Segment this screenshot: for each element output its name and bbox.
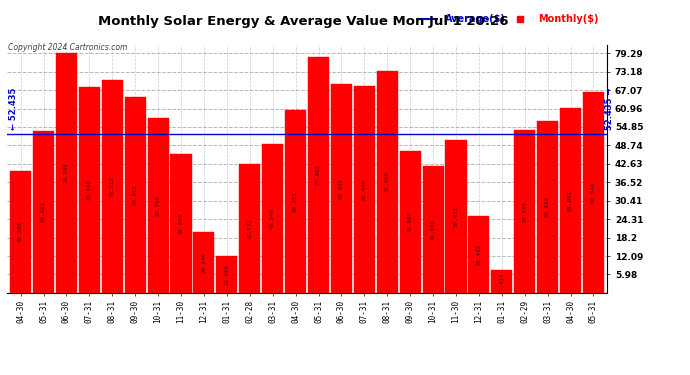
Text: 64.812: 64.812 bbox=[132, 184, 138, 205]
Text: 7.415: 7.415 bbox=[500, 273, 504, 290]
Text: 69.045: 69.045 bbox=[339, 178, 344, 199]
Text: 49.349: 49.349 bbox=[270, 207, 275, 228]
Bar bbox=[514, 130, 535, 292]
Bar bbox=[79, 87, 100, 292]
Bar bbox=[422, 166, 444, 292]
Bar bbox=[446, 140, 466, 292]
Bar bbox=[148, 118, 168, 292]
Bar bbox=[125, 97, 146, 292]
Bar bbox=[560, 108, 581, 292]
Text: 53.622: 53.622 bbox=[41, 201, 46, 222]
Text: 52.435 →: 52.435 → bbox=[605, 87, 614, 130]
Bar bbox=[285, 110, 306, 292]
Text: Monthly Solar Energy & Average Value Mon Jul 1 20:26: Monthly Solar Energy & Average Value Mon… bbox=[99, 15, 509, 28]
Text: 41.938: 41.938 bbox=[431, 219, 435, 240]
Bar bbox=[400, 151, 421, 292]
Bar bbox=[331, 84, 352, 292]
Text: 77.962: 77.962 bbox=[316, 164, 321, 185]
Text: 53.976: 53.976 bbox=[522, 201, 527, 222]
Bar bbox=[239, 164, 260, 292]
Text: 73.466: 73.466 bbox=[385, 171, 390, 192]
Text: 50.471: 50.471 bbox=[453, 206, 458, 227]
Bar bbox=[377, 71, 397, 292]
Text: 79.388: 79.388 bbox=[64, 162, 69, 183]
Bar bbox=[308, 57, 329, 292]
Text: 46.867: 46.867 bbox=[408, 211, 413, 232]
Bar bbox=[491, 270, 513, 292]
Bar bbox=[170, 154, 192, 292]
Bar bbox=[193, 232, 215, 292]
Text: 40.393: 40.393 bbox=[18, 221, 23, 242]
Text: 42.572: 42.572 bbox=[247, 218, 253, 239]
Bar bbox=[217, 256, 237, 292]
Bar bbox=[10, 171, 31, 292]
Bar bbox=[56, 53, 77, 292]
Text: 60.351: 60.351 bbox=[293, 191, 298, 212]
Text: 25.442: 25.442 bbox=[476, 244, 482, 265]
Text: 68.446: 68.446 bbox=[362, 179, 367, 200]
Bar bbox=[101, 80, 123, 292]
Bar bbox=[262, 144, 283, 292]
Bar bbox=[537, 121, 558, 292]
Text: 56.933: 56.933 bbox=[545, 196, 550, 217]
Text: 70.515: 70.515 bbox=[110, 176, 115, 196]
Text: Copyright 2024 Cartronics.com: Copyright 2024 Cartronics.com bbox=[8, 44, 128, 52]
Bar bbox=[583, 92, 604, 292]
Text: 45.859: 45.859 bbox=[179, 213, 184, 234]
Text: 61.062: 61.062 bbox=[568, 190, 573, 211]
Text: 68.190: 68.190 bbox=[87, 179, 92, 200]
Text: 57.769: 57.769 bbox=[156, 195, 161, 216]
Bar bbox=[469, 216, 489, 292]
Text: 66.546: 66.546 bbox=[591, 182, 596, 203]
Bar bbox=[354, 86, 375, 292]
Legend: Average($), Monthly($): Average($), Monthly($) bbox=[414, 10, 602, 28]
Text: ← 52.435: ← 52.435 bbox=[9, 87, 18, 130]
Text: 12.086: 12.086 bbox=[224, 264, 229, 285]
Text: 20.140: 20.140 bbox=[201, 252, 206, 273]
Bar bbox=[33, 130, 54, 292]
